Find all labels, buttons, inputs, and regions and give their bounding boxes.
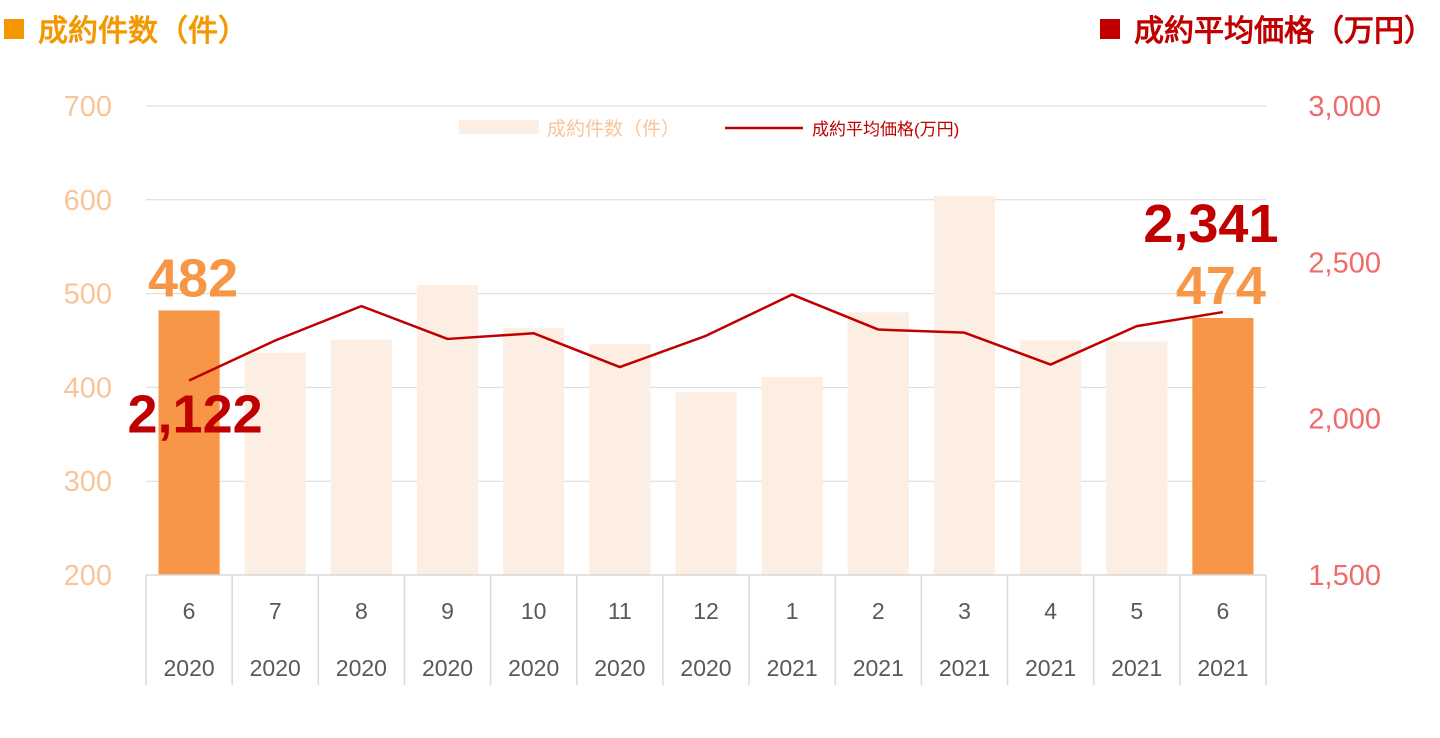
bar	[847, 312, 909, 575]
bar	[416, 285, 479, 575]
left-tick-label: 400	[64, 372, 112, 404]
legend-line-label: 成約平均価格(万円)	[812, 120, 959, 139]
orange-square-icon	[4, 19, 24, 39]
month-label: 5	[1130, 598, 1143, 624]
year-label: 2020	[422, 655, 473, 681]
legend-bar-label: 成約件数（件）	[547, 118, 680, 140]
year-label: 2020	[680, 655, 731, 681]
right-tick-label: 3,000	[1308, 91, 1381, 123]
bar	[675, 392, 737, 575]
bar	[761, 377, 823, 575]
data-label: 2,122	[128, 385, 263, 445]
month-label: 3	[958, 598, 971, 624]
annotations: 482 474 2,122 2,341	[128, 194, 1279, 444]
left-tick-label: 600	[64, 185, 112, 217]
year-label: 2020	[163, 655, 214, 681]
year-label: 2020	[336, 655, 387, 681]
bar	[503, 328, 565, 575]
left-tick-label: 500	[64, 279, 112, 311]
left-tick-label: 300	[64, 466, 112, 498]
right-axis-title: 成約平均価格（万円）	[1100, 6, 1434, 50]
data-label: 2,341	[1143, 194, 1278, 254]
year-label: 2021	[1025, 655, 1076, 681]
year-label: 2021	[939, 655, 990, 681]
year-label: 2021	[767, 655, 818, 681]
year-label: 2021	[853, 655, 904, 681]
month-label: 10	[521, 598, 547, 624]
bar	[589, 344, 651, 575]
legend-bar-swatch	[459, 120, 539, 134]
red-square-icon	[1100, 19, 1120, 39]
month-label: 7	[269, 598, 282, 624]
year-label: 2020	[508, 655, 559, 681]
left-axis-title: 成約件数（件）	[4, 6, 248, 50]
bar-series	[158, 196, 1254, 575]
year-label: 2021	[1111, 655, 1162, 681]
data-label: 474	[1176, 256, 1266, 316]
bar	[158, 310, 220, 575]
bar	[330, 339, 392, 575]
right-axis-title-text: 成約平均価格（万円）	[1134, 14, 1434, 49]
left-axis: 200 300 400 500 600 700	[64, 91, 112, 592]
right-tick-label: 1,500	[1308, 560, 1381, 592]
left-axis-title-text: 成約件数（件）	[38, 14, 248, 49]
month-label: 2	[872, 598, 885, 624]
left-tick-label: 700	[64, 91, 112, 123]
month-label: 11	[608, 598, 632, 624]
month-label: 8	[355, 598, 368, 624]
month-label: 6	[1217, 598, 1230, 624]
bar	[244, 352, 306, 575]
year-label: 2021	[1197, 655, 1248, 681]
bar	[1020, 340, 1082, 575]
right-axis: 1,500 2,000 2,500 3,000	[1308, 91, 1381, 592]
x-axis: 6202072020820209202010202011202012202012…	[145, 574, 1267, 685]
month-label: 4	[1044, 598, 1057, 624]
line-series	[188, 293, 1224, 382]
year-label: 2020	[594, 655, 645, 681]
data-label: 482	[148, 248, 238, 308]
month-label: 12	[693, 598, 719, 624]
bar	[1106, 341, 1168, 575]
left-tick-label: 200	[64, 560, 112, 592]
month-label: 9	[441, 598, 454, 624]
price-line	[188, 293, 1224, 382]
bar	[933, 196, 996, 575]
bar	[1192, 317, 1254, 575]
legend: 成約件数（件） 成約平均価格(万円)	[459, 118, 959, 140]
month-label: 1	[786, 598, 799, 624]
month-label: 6	[183, 598, 196, 624]
year-label: 2020	[250, 655, 301, 681]
right-tick-label: 2,500	[1308, 247, 1381, 279]
right-tick-label: 2,000	[1308, 404, 1381, 436]
